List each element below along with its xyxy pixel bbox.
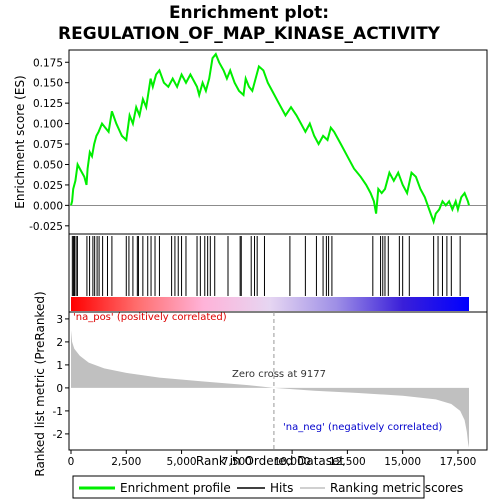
x-tick-label: 12,500 — [329, 456, 366, 468]
x-tick-label: 17,500 — [440, 456, 477, 468]
metric-y-tick-label: 1 — [56, 360, 63, 372]
legend-box — [72, 475, 425, 499]
es-panel-frame — [68, 49, 488, 235]
metric-y-tick-label: 0 — [56, 383, 63, 395]
legend-hits-label: Hits — [270, 481, 293, 495]
x-tick-label: 10,000 — [274, 456, 311, 468]
ranking-metric-area — [71, 330, 469, 448]
legend-enrichment-label: Enrichment profile — [120, 481, 231, 495]
es-y-tick-label: -0.025 — [29, 221, 63, 233]
metric-y-tick-label: -2 — [53, 429, 63, 441]
es-y-tick-label: 0.175 — [33, 57, 63, 69]
neg-correlated-label: 'na_neg' (negatively correlated) — [283, 422, 442, 433]
pos-correlated-label: 'na_pos' (positively correlated) — [73, 312, 227, 323]
x-tick-label: 2,500 — [111, 456, 141, 468]
es-y-tick-label: 0.025 — [33, 180, 63, 192]
chart-title-line1: Enrichment plot: — [169, 3, 329, 23]
chart-title-line2: REGULATION_OF_MAP_KINASE_ACTIVITY — [58, 24, 441, 44]
es-y-tick-label: 0.100 — [33, 119, 63, 131]
zero-cross-label: Zero cross at 9177 — [232, 369, 326, 380]
es-y-tick-label: 0.000 — [33, 200, 63, 212]
es-y-tick-label: 0.150 — [33, 78, 63, 90]
x-tick-label: 5,000 — [167, 456, 197, 468]
enrichment-profile-line — [70, 52, 470, 226]
es-y-tick-label: 0.125 — [33, 98, 63, 110]
metric-axis-label: Ranked list metric (PreRanked) — [33, 291, 47, 476]
es-y-tick-label: 0.075 — [33, 139, 63, 151]
x-tick-label: 0 — [68, 456, 75, 468]
x-tick-label: 7,500 — [222, 456, 252, 468]
metric-y-tick-label: 2 — [56, 337, 63, 349]
x-tick-label: 15,000 — [384, 456, 421, 468]
es-y-tick-label: 0.050 — [33, 159, 63, 171]
metric-y-tick-label: -1 — [53, 406, 63, 418]
es-axis-label: Enrichment score (ES) — [13, 75, 27, 208]
legend: Enrichment profile Hits Ranking metric s… — [72, 475, 463, 499]
legend-metric-label: Ranking metric scores — [330, 481, 463, 495]
x-axis-label: Rank in Ordered Dataset — [196, 454, 344, 468]
rank-color-bar — [71, 297, 469, 311]
metric-y-tick-label: 3 — [56, 314, 63, 326]
